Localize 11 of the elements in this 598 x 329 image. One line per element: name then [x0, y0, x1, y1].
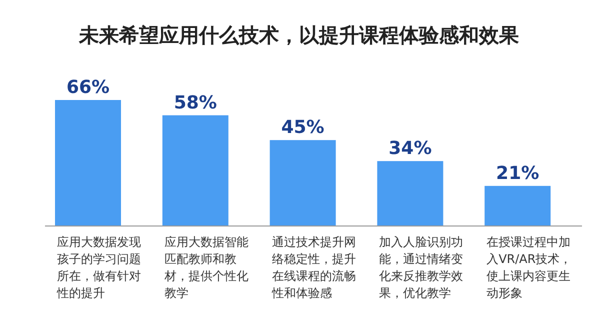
- x-tick-label: 在授课过程中加入VR/AR技术，使上课内容更生动形象: [486, 234, 573, 302]
- x-tick-label: 应用大数据发现孩子的学习问题所在，做有针对性的提升: [57, 234, 142, 302]
- data-label: 58%: [174, 92, 217, 114]
- data-label: 45%: [281, 117, 324, 138]
- x-tick-label: 应用大数据智能匹配教师和教材，提供个性化教学: [164, 234, 250, 302]
- x-tick-label: 通过技术提升网络稳定性，提升在线课程的流畅性和体验感: [272, 234, 357, 302]
- data-label: 66%: [66, 77, 110, 98]
- data-label: 21%: [496, 162, 540, 184]
- chart-title: 未来希望应用什么技术，以提升课程体验感和效果: [78, 22, 520, 49]
- data-label: 34%: [388, 138, 432, 160]
- x-tick-label: 加入人脸识别功能，通过情绪变化来反推教学效果，优化教学: [379, 234, 464, 302]
